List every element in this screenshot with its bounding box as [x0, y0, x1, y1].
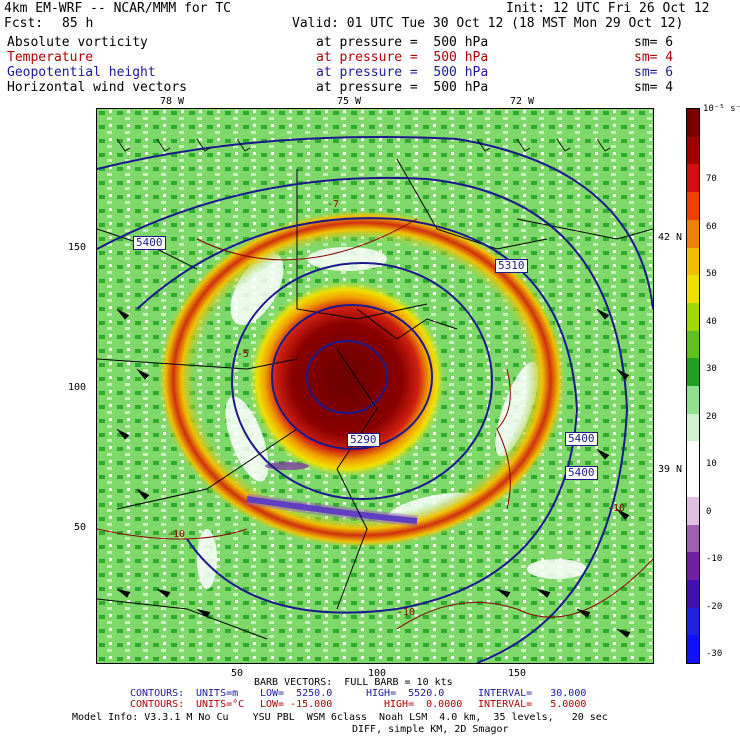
- temperature-contours: [97, 218, 653, 630]
- temp-label-4: -5: [237, 349, 250, 360]
- field-name-geopotential: Geopotential height: [7, 65, 156, 80]
- field-sm-geopotential: sm= 6: [634, 65, 674, 80]
- colorbar-segment: [687, 164, 699, 193]
- colorbar-segment: [687, 247, 699, 276]
- colorbar-tick-label: -10: [706, 554, 723, 564]
- colorbar-tick-label: 40: [706, 316, 717, 327]
- colorbar-segment: [687, 192, 699, 221]
- contours-temperature-interval: INTERVAL= 5.0000: [478, 699, 587, 710]
- colorbar-segment: [687, 413, 699, 442]
- wind-barbs: [116, 138, 631, 638]
- colorbar-segment: [687, 441, 699, 470]
- contours-temperature-label: CONTOURS:: [130, 699, 185, 710]
- contour-label-5400-right-upper: 5400: [565, 432, 598, 446]
- field-sm-wind: sm= 4: [634, 80, 674, 95]
- temp-label-3: -10: [607, 503, 626, 514]
- lat-label-42n: 42 N: [658, 232, 683, 243]
- colorbar-tick-label: 30: [706, 364, 717, 374]
- colorbar-segment: [687, 302, 699, 332]
- field-level-vorticity: at pressure = 500 hPa: [316, 35, 489, 50]
- colorbar-segment: [687, 275, 699, 304]
- field-name-wind: Horizontal wind vectors: [7, 80, 188, 95]
- y-grid-100: 100: [68, 382, 87, 393]
- colorbar-segment: [687, 109, 699, 138]
- field-level-temperature: at pressure = 500 hPa: [316, 50, 489, 65]
- lon-label-78w: 78 W: [160, 96, 185, 107]
- colorbar-tick-label: 60: [706, 221, 717, 232]
- temp-label-2: -10: [397, 607, 416, 618]
- temp-label-1: -10: [167, 529, 186, 540]
- temp-label-5: -7: [327, 199, 340, 210]
- x-grid-150: 150: [508, 668, 527, 679]
- contours-geopotential-interval: INTERVAL= 30.000: [478, 688, 587, 699]
- contours-geopotential-low: LOW= 5250.0: [260, 688, 333, 699]
- map-panel: 5400 5400 5400 5310 5290 -10 -10 -10 -5 …: [96, 108, 654, 664]
- colorbar-tick-label: 0: [706, 506, 712, 517]
- contour-label-5400-left: 5400: [133, 236, 166, 250]
- colorbar-tick-label: -20: [706, 601, 723, 612]
- x-grid-100: 100: [368, 668, 387, 679]
- contours-geopotential-units: UNITS=m: [196, 688, 239, 699]
- colorbar-tick-label: 70: [706, 174, 717, 184]
- model-info: Model Info: V3.3.1 M No Cu YSU PBL WSM 6…: [72, 712, 608, 723]
- colorbar-tick-label: 10: [706, 459, 717, 469]
- y-grid-50: 50: [74, 522, 87, 533]
- lat-label-39n: 39 N: [658, 464, 683, 475]
- colorbar-segment: [687, 552, 699, 581]
- contours-temperature-high: HIGH= 0.0000: [384, 699, 463, 710]
- x-grid-50: 50: [231, 668, 244, 679]
- colorbar-segment: [687, 524, 699, 553]
- colorbar-segment: [687, 136, 699, 165]
- colorbar-segment: [687, 386, 699, 415]
- forecast-hours: 85 h: [62, 16, 94, 31]
- colorbar-tick-label: 20: [706, 411, 717, 422]
- lon-label-75w: 75 W: [337, 96, 362, 107]
- contours-temperature-low: LOW= -15.000: [260, 699, 333, 710]
- contour-label-5290: 5290: [347, 433, 380, 447]
- field-sm-temperature: sm= 4: [634, 50, 674, 65]
- field-name-temperature: Temperature: [7, 50, 94, 65]
- contour-label-5310: 5310: [495, 259, 528, 273]
- valid-time: Valid: 01 UTC Tue 30 Oct 12 (18 MST Mon …: [292, 16, 684, 31]
- colorbar-segment: [687, 469, 699, 498]
- lon-label-72w: 72 W: [510, 96, 535, 107]
- colorbar-segment: [687, 496, 699, 525]
- contours-geopotential-label: CONTOURS:: [130, 688, 185, 699]
- colorbar-segment: [687, 635, 699, 664]
- colorbar-tick-label: -30: [706, 649, 723, 659]
- colorbar-segment: [687, 219, 699, 248]
- field-level-wind: at pressure = 500 hPa: [316, 80, 489, 95]
- contour-label-5400-right-lower: 5400: [565, 466, 598, 480]
- colorbar-tick-label: 50: [706, 269, 717, 279]
- colorbar-units: 10⁻⁵ s⁻¹: [703, 104, 740, 114]
- map-svg: [97, 109, 653, 663]
- barb-legend: BARB VECTORS: FULL BARB = 10 kts: [254, 677, 453, 688]
- colorbar-segment: [687, 330, 699, 359]
- model-title: 4km EM-WRF -- NCAR/MMM for TC: [4, 1, 231, 16]
- field-level-geopotential: at pressure = 500 hPa: [316, 65, 489, 80]
- forecast-label: Fcst:: [4, 16, 44, 31]
- contours-temperature-units: UNITS=°C: [196, 699, 245, 710]
- init-time: Init: 12 UTC Fri 26 Oct 12: [506, 1, 710, 16]
- geopotential-contours: [97, 136, 653, 663]
- contours-geopotential-high: HIGH= 5520.0: [366, 688, 445, 699]
- field-sm-vorticity: sm= 6: [634, 35, 674, 50]
- y-grid-150: 150: [68, 242, 87, 253]
- diffusion-info: DIFF, simple KM, 2D Smagor: [352, 724, 509, 735]
- colorbar-segment: [687, 358, 699, 387]
- colorbar-segment: [687, 579, 699, 609]
- field-name-vorticity: Absolute vorticity: [7, 35, 148, 50]
- colorbar: [686, 108, 700, 664]
- colorbar-segment: [687, 607, 699, 636]
